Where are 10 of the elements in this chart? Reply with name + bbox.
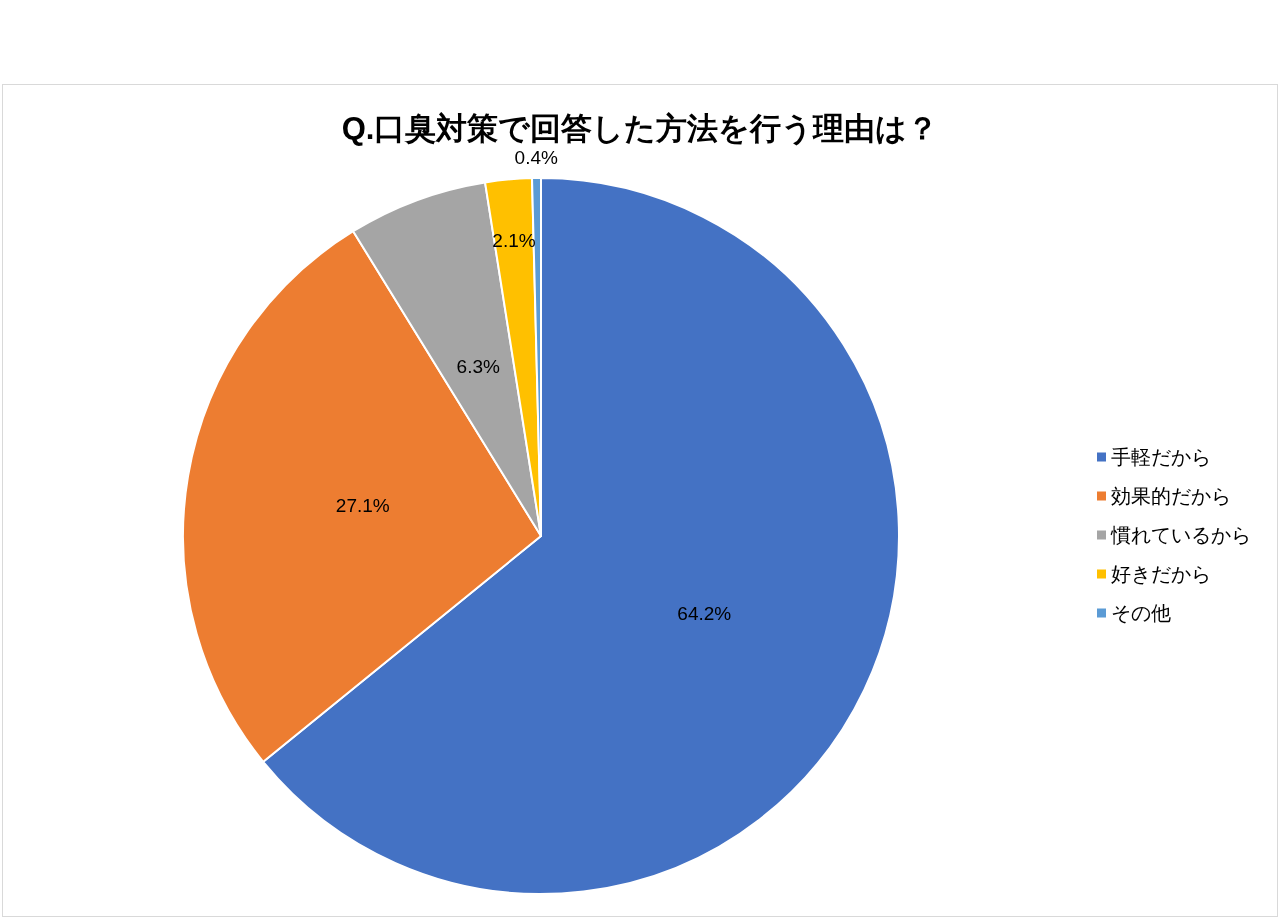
legend-label: 効果的だから xyxy=(1111,485,1231,507)
data-label: 6.3% xyxy=(456,355,500,377)
legend-label: その他 xyxy=(1111,602,1171,624)
data-label: 0.4% xyxy=(514,147,559,169)
legend-label: 手軽だから xyxy=(1111,446,1211,468)
legend-label: 慣れているから xyxy=(1110,524,1251,546)
data-label: 64.2% xyxy=(677,603,732,625)
legend-label: 好きだから xyxy=(1111,563,1211,585)
chart-title: Q.口臭対策で回答した方法を行う理由は？ xyxy=(341,110,939,146)
data-label: 27.1% xyxy=(335,495,390,517)
